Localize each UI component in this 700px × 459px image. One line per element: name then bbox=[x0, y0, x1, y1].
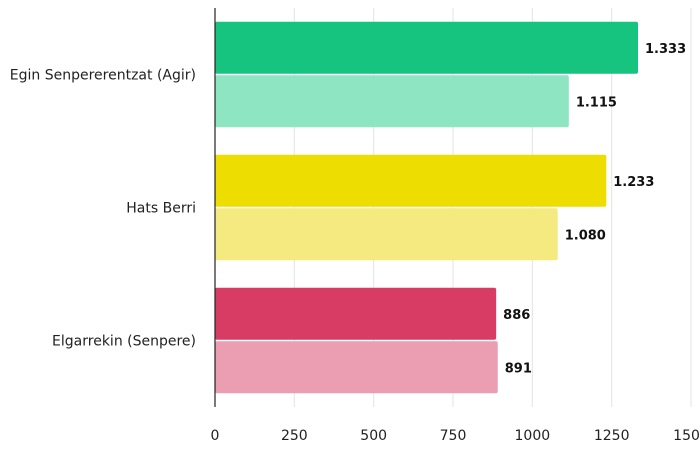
value-label: 1.080 bbox=[565, 228, 606, 243]
category-label: Egin Senpererentzat (Agir) bbox=[10, 68, 196, 84]
x-tick-label: 1000 bbox=[515, 428, 551, 444]
bar bbox=[215, 75, 569, 128]
bar bbox=[215, 287, 497, 340]
bar bbox=[215, 341, 498, 394]
x-tick-labels: 0 250 500 750 1000 1250 1500 bbox=[211, 428, 700, 444]
x-tick-label: 500 bbox=[360, 428, 387, 444]
category-labels: Egin Senpererentzat (Agir) Hats Berri Elga… bbox=[10, 68, 196, 350]
bar bbox=[215, 208, 558, 261]
value-label: 891 bbox=[505, 361, 532, 376]
x-tick-label: 250 bbox=[281, 428, 308, 444]
value-label: 1.115 bbox=[576, 95, 617, 110]
x-tick-label: 1500 bbox=[673, 428, 700, 444]
x-tick-label: 750 bbox=[440, 428, 467, 444]
bar bbox=[215, 154, 607, 207]
gridlines bbox=[293, 8, 692, 407]
x-tick-label: 0 bbox=[211, 428, 220, 444]
bar bbox=[215, 21, 639, 74]
value-label: 886 bbox=[503, 308, 530, 323]
category-label: Elgarrekin (Senpere) bbox=[52, 334, 196, 350]
x-tick-label: 1250 bbox=[594, 428, 630, 444]
value-labels: 1.333 1.115 1.233 1.080 886 891 bbox=[503, 42, 686, 377]
value-label: 1.333 bbox=[645, 42, 686, 57]
bars bbox=[215, 21, 639, 394]
value-label: 1.233 bbox=[613, 175, 654, 190]
category-label: Hats Berri bbox=[126, 201, 196, 217]
